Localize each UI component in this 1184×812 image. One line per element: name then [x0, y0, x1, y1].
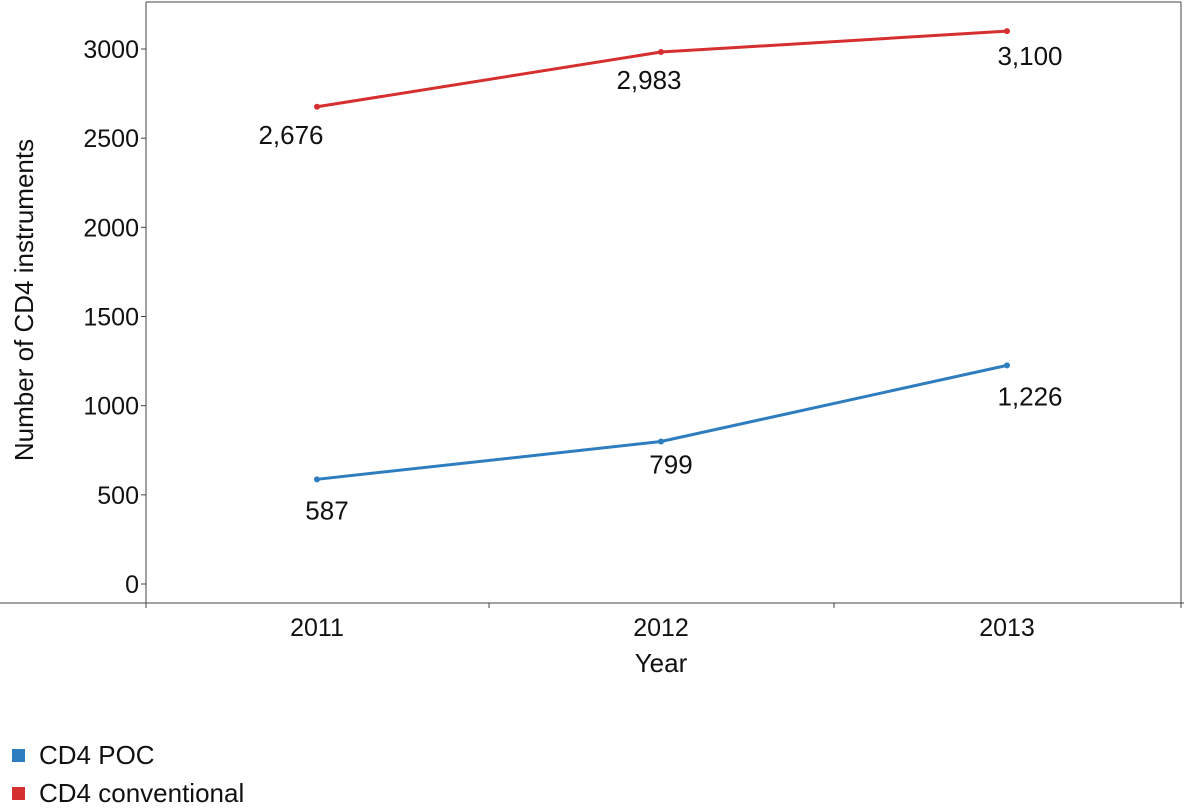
data-labels: 587 799 1,226 2,676 2,983 3,100 — [258, 41, 1062, 525]
data-point-cd4-conventional — [314, 103, 320, 110]
data-point-cd4-poc — [658, 438, 664, 445]
x-tick-label: 2012 — [633, 614, 689, 642]
x-tick-label: 2011 — [290, 614, 344, 642]
y-tick-label: 1000 — [83, 393, 139, 421]
data-point-cd4-poc — [1004, 362, 1010, 369]
y-tick-label: 0 — [125, 571, 139, 599]
data-label-cd4-poc: 1,226 — [997, 381, 1062, 411]
axis-ticks: 0 500 1000 1500 2000 2500 3000 2011 2012 2013 — [83, 36, 1182, 642]
legend-item-cd4-poc: CD4 POC — [12, 736, 244, 774]
x-tick-label: 2013 — [979, 614, 1035, 642]
legend-swatch-cd4-conventional — [12, 786, 25, 800]
x-axis-title: Year — [635, 648, 688, 678]
y-tick-label: 2000 — [83, 214, 139, 242]
y-tick-label: 3000 — [83, 36, 139, 64]
data-label-cd4-poc: 799 — [649, 450, 692, 480]
legend-label-cd4-conventional: CD4 conventional — [39, 777, 245, 808]
data-label-cd4-conventional: 2,676 — [258, 120, 323, 150]
data-point-cd4-poc — [314, 476, 320, 483]
legend-swatch-cd4-poc — [12, 748, 25, 762]
y-tick-label: 500 — [97, 482, 139, 510]
legend-item-cd4-conventional: CD4 conventional — [12, 774, 244, 812]
data-label-cd4-conventional: 2,983 — [616, 65, 681, 95]
data-point-cd4-conventional — [658, 49, 664, 56]
chart-axes — [0, 1, 1184, 604]
y-tick-label: 1500 — [83, 304, 139, 332]
data-label-cd4-poc: 587 — [305, 495, 348, 525]
y-axis-title: Number of CD4 instruments — [9, 139, 39, 461]
chart-legend: CD4 POC CD4 conventional — [12, 736, 244, 812]
y-tick-label: 2500 — [83, 125, 139, 153]
chart-series — [314, 28, 1010, 483]
data-point-cd4-conventional — [1004, 28, 1010, 35]
data-label-cd4-conventional: 3,100 — [997, 41, 1062, 71]
legend-label-cd4-poc: CD4 POC — [39, 739, 155, 770]
